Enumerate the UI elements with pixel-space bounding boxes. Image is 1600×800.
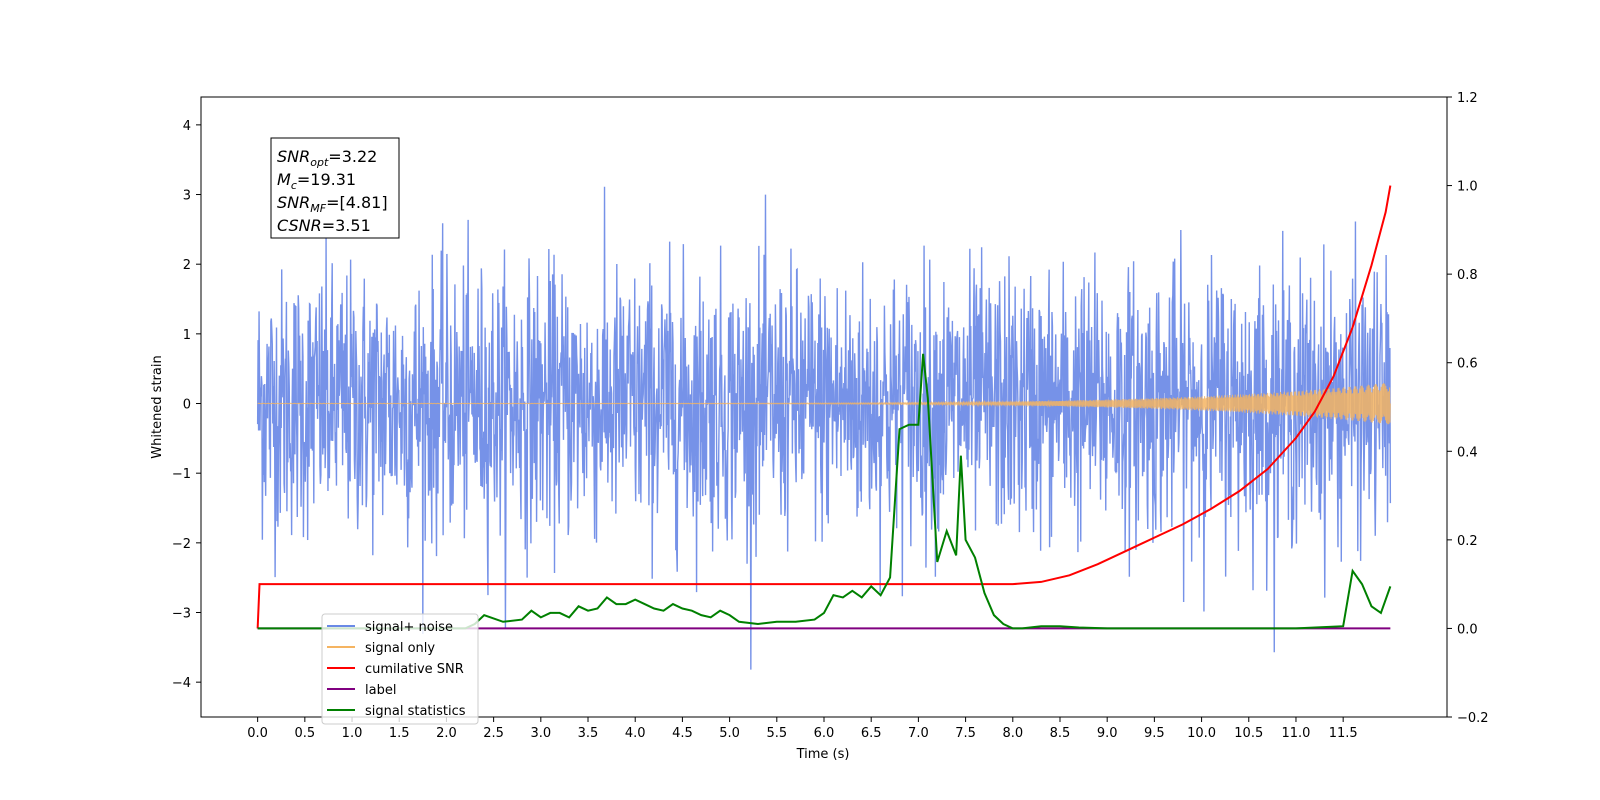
- x-tick-label: 8.0: [1002, 726, 1023, 741]
- x-axis-label: Time (s): [796, 747, 850, 762]
- x-tick-label: 2.5: [483, 726, 504, 741]
- series-line-4: [257, 353, 1392, 630]
- x-tick-label: 11.5: [1329, 726, 1358, 741]
- series-line-0: [256, 186, 1392, 670]
- y-tick-label: −1: [172, 467, 191, 482]
- x-tick-label: 4.0: [625, 726, 646, 741]
- x-tick-label: 7.0: [908, 726, 929, 741]
- y-axis-label: Whitened strain: [150, 355, 165, 458]
- y-tick-label: 2: [183, 258, 191, 273]
- x-tick-label: 10.5: [1234, 726, 1263, 741]
- x-tick-label: 5.0: [719, 726, 740, 741]
- y2-tick-label: 0.0: [1457, 622, 1478, 637]
- y-tick-label: 4: [183, 119, 191, 134]
- y2-tick-label: 0.4: [1457, 445, 1478, 460]
- x-tick-label: 7.5: [955, 726, 976, 741]
- x-tick-label: 4.5: [672, 726, 693, 741]
- x-tick-label: 3.5: [578, 726, 599, 741]
- y-tick-label: 0: [183, 398, 191, 413]
- x-tick-label: 11.0: [1281, 726, 1310, 741]
- y-tick-label: 3: [183, 189, 191, 204]
- series-line-2: [256, 185, 1392, 629]
- legend-label: signal+ noise: [365, 620, 453, 635]
- y2-tick-label: 1.2: [1457, 91, 1478, 106]
- y2-tick-label: 0.6: [1457, 357, 1478, 372]
- annotation-line: SNRopt=3.22: [277, 147, 377, 169]
- y2-tick-label: 1.0: [1457, 180, 1478, 195]
- x-tick-label: 6.0: [814, 726, 835, 741]
- x-tick-label: 5.5: [766, 726, 787, 741]
- y-tick-label: −2: [172, 537, 191, 552]
- series-line-1: [257, 383, 1391, 425]
- x-tick-label: 3.0: [530, 726, 551, 741]
- y-tick-label: −3: [172, 607, 191, 622]
- x-tick-label: 9.5: [1144, 726, 1165, 741]
- y2-tick-label: 0.8: [1457, 268, 1478, 283]
- x-tick-label: 10.0: [1187, 726, 1216, 741]
- x-tick-label: 1.0: [342, 726, 363, 741]
- legend-label: label: [365, 683, 396, 698]
- legend-label: signal only: [365, 641, 435, 656]
- x-tick-label: 8.5: [1050, 726, 1071, 741]
- x-tick-label: 6.5: [861, 726, 882, 741]
- x-tick-label: 2.0: [436, 726, 457, 741]
- x-tick-label: 0.0: [247, 726, 268, 741]
- y-tick-label: 1: [183, 328, 191, 343]
- legend: signal+ noise signal only cumilative SNR la…: [321, 613, 479, 725]
- y2-tick-label: −0.2: [1457, 711, 1489, 726]
- annotation-line: CSNR=3.51: [277, 216, 371, 235]
- annotation-line: Mc=19.31: [277, 170, 356, 192]
- legend-label: cumilative SNR: [365, 662, 464, 677]
- legend-frame: [321, 613, 479, 725]
- legend-label: signal statistics: [365, 704, 466, 719]
- annotation-line: SNRMF=[4.81]: [277, 193, 388, 215]
- x-tick-label: 9.0: [1097, 726, 1118, 741]
- y2-tick-label: 0.2: [1457, 534, 1478, 549]
- annotation-frame: [270, 137, 400, 239]
- x-tick-label: 0.5: [294, 726, 315, 741]
- y-tick-label: −4: [172, 676, 191, 691]
- x-tick-label: 1.5: [389, 726, 410, 741]
